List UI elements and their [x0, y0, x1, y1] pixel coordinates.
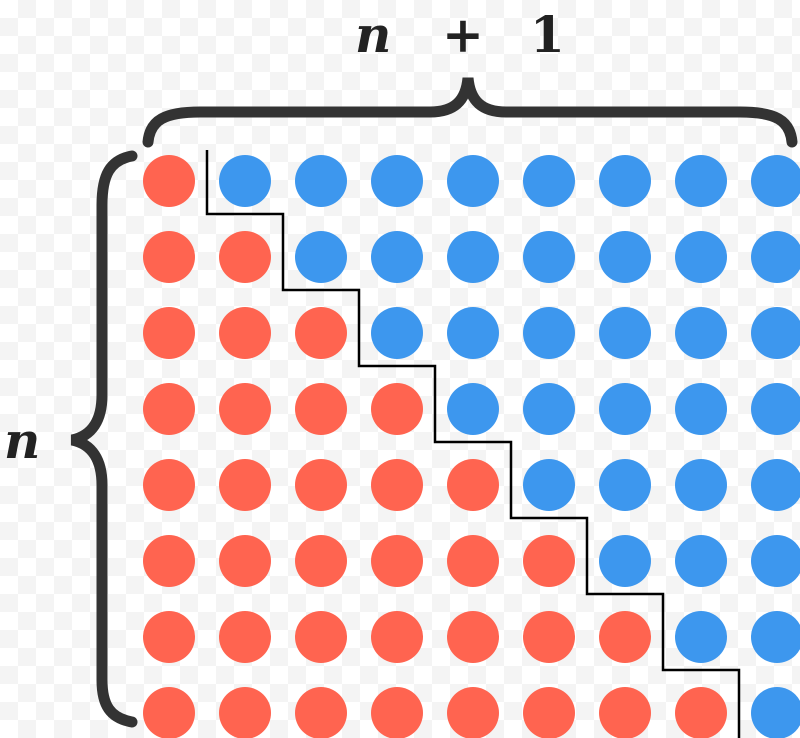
top-label-plus: +	[442, 5, 484, 64]
red-dot	[219, 307, 271, 359]
blue-dot	[751, 383, 800, 435]
top-label-n: n	[355, 5, 391, 64]
red-dot	[599, 611, 651, 663]
blue-dot	[751, 535, 800, 587]
blue-dot	[751, 155, 800, 207]
red-dot	[295, 687, 347, 738]
red-dot	[523, 687, 575, 738]
blue-dot	[523, 383, 575, 435]
red-dot	[219, 687, 271, 738]
red-dot	[143, 155, 195, 207]
blue-dot	[599, 459, 651, 511]
blue-dot	[599, 535, 651, 587]
red-dot	[143, 231, 195, 283]
blue-dot	[523, 155, 575, 207]
red-dot	[599, 687, 651, 738]
red-dot	[219, 231, 271, 283]
red-dot	[447, 459, 499, 511]
dots	[143, 155, 800, 738]
red-dot	[447, 611, 499, 663]
blue-dot	[599, 383, 651, 435]
blue-dot	[675, 611, 727, 663]
red-dot	[675, 687, 727, 738]
staircase-divider	[205, 150, 741, 738]
blue-dot	[447, 155, 499, 207]
blue-dot	[523, 459, 575, 511]
blue-dot	[599, 231, 651, 283]
red-dot	[371, 611, 423, 663]
red-dot	[143, 383, 195, 435]
blue-dot	[675, 535, 727, 587]
blue-dot	[751, 231, 800, 283]
top-label-one: 1	[530, 5, 565, 64]
blue-dot	[751, 611, 800, 663]
red-dot	[447, 687, 499, 738]
blue-dot	[447, 231, 499, 283]
blue-dot	[675, 459, 727, 511]
blue-dot	[675, 155, 727, 207]
red-dot	[143, 535, 195, 587]
red-dot	[295, 307, 347, 359]
blue-dot	[295, 231, 347, 283]
red-dot	[143, 307, 195, 359]
red-dot	[295, 383, 347, 435]
blue-dot	[751, 687, 800, 738]
red-dot	[371, 383, 423, 435]
blue-dot	[523, 307, 575, 359]
blue-dot	[751, 459, 800, 511]
red-dot	[219, 459, 271, 511]
red-dot	[143, 611, 195, 663]
blue-dot	[599, 155, 651, 207]
red-dot	[447, 535, 499, 587]
red-dot	[219, 535, 271, 587]
red-dot	[219, 383, 271, 435]
top-brace	[142, 77, 798, 148]
red-dot	[295, 535, 347, 587]
blue-dot	[447, 307, 499, 359]
red-dot	[371, 459, 423, 511]
red-dot	[143, 687, 195, 738]
red-dot	[523, 611, 575, 663]
blue-dot	[675, 307, 727, 359]
top-label: n + 1	[355, 5, 565, 64]
red-dot	[219, 611, 271, 663]
left-brace	[70, 150, 138, 728]
red-dot	[295, 459, 347, 511]
blue-dot	[371, 155, 423, 207]
blue-dot	[675, 383, 727, 435]
blue-dot	[371, 231, 423, 283]
blue-dot	[751, 307, 800, 359]
blue-dot	[295, 155, 347, 207]
blue-dot	[219, 155, 271, 207]
red-dot	[371, 535, 423, 587]
red-dot	[523, 535, 575, 587]
blue-dot	[675, 231, 727, 283]
red-dot	[295, 611, 347, 663]
blue-dot	[371, 307, 423, 359]
blue-dot	[523, 231, 575, 283]
blue-dot	[447, 383, 499, 435]
red-dot	[371, 687, 423, 738]
left-label-n: n	[4, 411, 40, 470]
red-dot	[143, 459, 195, 511]
blue-dot	[599, 307, 651, 359]
